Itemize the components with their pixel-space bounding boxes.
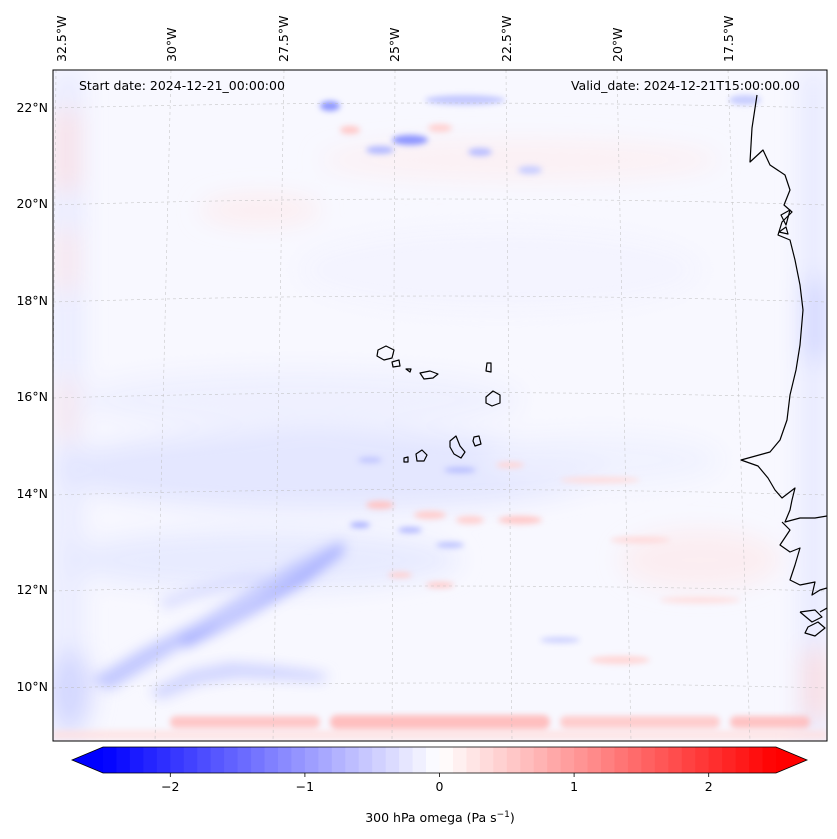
colorbar-segment: [574, 747, 589, 773]
coastline-west-africa: [740, 94, 827, 637]
colorbar-outline: [70, 746, 809, 774]
latitude-labels: 22°N 20°N 18°N 16°N 14°N 12°N 10°N: [16, 100, 48, 694]
colorbar-segment: [358, 747, 373, 773]
colorbar-segment: [506, 747, 521, 773]
colorbar-segment: [372, 747, 387, 773]
colorbar-segment: [156, 747, 171, 773]
colorbar-segment: [695, 747, 710, 773]
colorbar-segment: [224, 747, 239, 773]
colorbar-tick-label: 0: [436, 779, 444, 794]
colorbar-segment: [183, 747, 198, 773]
colorbar-tick-label: −2: [161, 779, 179, 794]
island-sao-nicolau: [419, 370, 439, 380]
island-santo-antao: [376, 345, 395, 361]
lon-label: 32.5°W: [54, 16, 69, 62]
colorbar-segment: [452, 747, 467, 773]
longitude-labels: 32.5°W 30°W 27.5°W 25°W 22.5°W 20°W 17.5…: [54, 16, 736, 62]
lon-label: 27.5°W: [276, 16, 291, 62]
colorbar-segment: [533, 747, 548, 773]
lat-label: 18°N: [16, 293, 48, 308]
colorbar-segment: [762, 747, 777, 773]
colorbar-segment: [654, 747, 669, 773]
colorbar-tick-label: 2: [705, 779, 713, 794]
colorbar-segment: [116, 747, 131, 773]
colorbar-segment: [479, 747, 494, 773]
colorbar-segment: [601, 747, 615, 773]
colorbar-segment: [547, 747, 562, 773]
colorbar-segment: [264, 747, 279, 773]
colorbar-segment: [681, 747, 696, 773]
colorbar-segment: [277, 747, 292, 773]
lon-label: 17.5°W: [721, 16, 736, 62]
colorbar: −2 −1 0 1 2 300 hPa omega (Pa s−1): [70, 746, 809, 825]
colorbar-segment: [426, 747, 440, 773]
map-border: [52, 69, 828, 742]
colorbar-segment: [210, 747, 225, 773]
colorbar-segment: [641, 747, 656, 773]
colorbar-segment: [735, 747, 750, 773]
colorbar-tick-label: −1: [296, 779, 314, 794]
lat-label: 16°N: [16, 389, 48, 404]
island-boa-vista: [485, 390, 501, 407]
lat-label: 22°N: [16, 100, 48, 115]
colorbar-segment: [291, 747, 306, 773]
colorbar-segment: [439, 747, 454, 773]
colorbar-segment: [103, 747, 117, 773]
island-brava: [403, 456, 409, 463]
colorbar-segment: [466, 747, 481, 773]
island-fogo: [415, 449, 428, 462]
colorbar-segment: [399, 747, 414, 773]
colorbar-extend-max: [776, 747, 807, 773]
colorbar-segment: [237, 747, 252, 773]
lat-label: 20°N: [16, 196, 48, 211]
colorbar-segments: [103, 747, 777, 773]
colorbar-segment: [331, 747, 346, 773]
colorbar-segment: [412, 747, 427, 773]
island-santa-luzia: [405, 368, 412, 373]
lat-label: 14°N: [16, 486, 48, 501]
cape-verde-islands: [376, 345, 501, 463]
valid-date-label: Valid_date: 2024-12-21T15:00:00.00: [571, 78, 800, 93]
lon-label: 30°W: [164, 27, 179, 62]
colorbar-segment: [170, 747, 185, 773]
colorbar-segment: [560, 747, 575, 773]
colorbar-ticks: −2 −1 0 1 2: [161, 773, 713, 794]
island-santiago: [449, 435, 466, 459]
map-area[interactable]: Start date: 2024-12-21_00:00:00 Valid_da…: [48, 70, 827, 741]
lat-label: 12°N: [16, 582, 48, 597]
colorbar-segment: [143, 747, 158, 773]
colorbar-label: 300 hPa omega (Pa s−1): [365, 810, 515, 825]
colorbar-segment: [520, 747, 535, 773]
start-date-label: Start date: 2024-12-21_00:00:00: [79, 78, 285, 93]
colorbar-segment: [385, 747, 400, 773]
colorbar-tick-label: 1: [570, 779, 578, 794]
colorbar-segment: [304, 747, 319, 773]
colorbar-segment: [129, 747, 144, 773]
colorbar-segment: [587, 747, 602, 773]
island-sal: [485, 362, 492, 373]
lat-label: 10°N: [16, 679, 48, 694]
colorbar-segment: [708, 747, 723, 773]
omega-field-shading: [53, 70, 827, 741]
colorbar-segment: [627, 747, 642, 773]
colorbar-segment: [251, 747, 266, 773]
gridlines: [53, 70, 827, 741]
colorbar-segment: [722, 747, 737, 773]
colorbar-segment: [345, 747, 360, 773]
lon-label: 25°W: [387, 27, 402, 62]
colorbar-segment: [197, 747, 212, 773]
island-sao-vicente: [391, 359, 401, 368]
colorbar-segment: [614, 747, 629, 773]
colorbar-extend-min: [72, 747, 103, 773]
island-maio: [472, 435, 482, 447]
colorbar-segment: [749, 747, 764, 773]
lon-label: 22.5°W: [499, 16, 514, 62]
lon-label: 20°W: [610, 27, 625, 62]
colorbar-segment: [668, 747, 683, 773]
colorbar-segment: [493, 747, 508, 773]
colorbar-segment: [318, 747, 333, 773]
